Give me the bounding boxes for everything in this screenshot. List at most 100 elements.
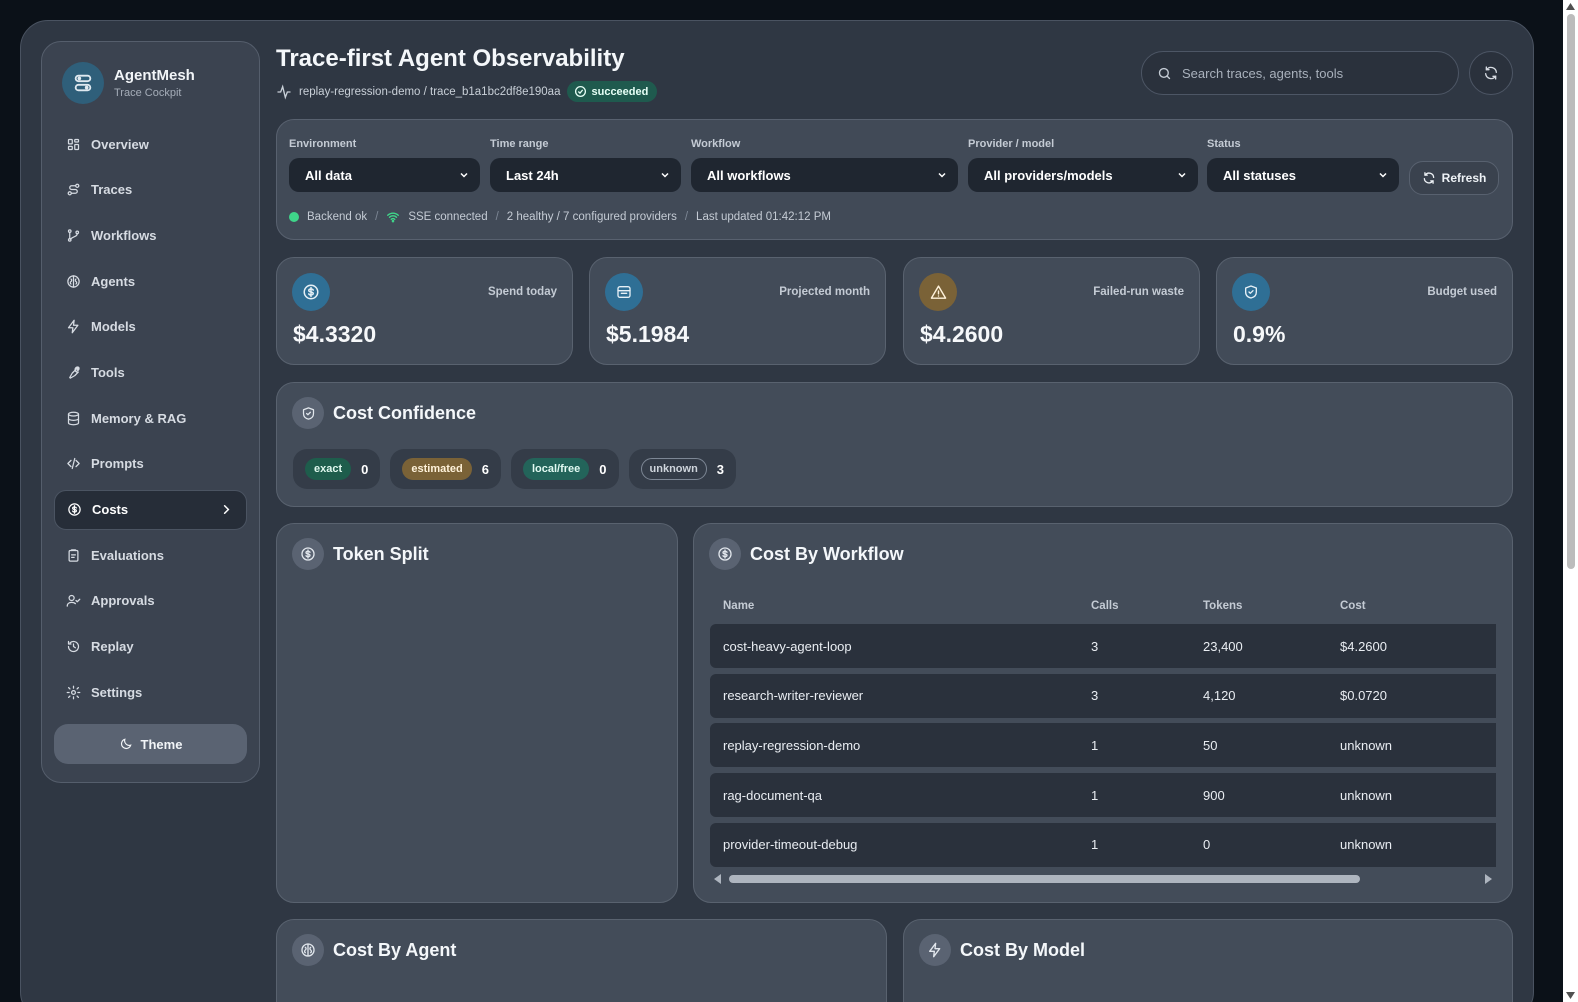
column-header[interactable]: Cost: [1340, 600, 1366, 612]
time-range-filter: Time range Last 24h: [490, 138, 681, 192]
separator: /: [684, 211, 689, 223]
stat-card-projected-month: Projected month $5.1984: [589, 257, 886, 365]
sidebar-item-label: Evaluations: [91, 547, 164, 563]
table-cell: 0: [1203, 837, 1211, 853]
sidebar: AgentMesh Trace Cockpit Overview Traces Wo…: [41, 41, 260, 783]
stat-label: Projected month: [779, 286, 870, 298]
brain-icon: [67, 274, 80, 288]
confidence-count: 6: [481, 461, 489, 477]
sidebar-item-agents[interactable]: Agents: [54, 261, 247, 301]
sidebar-item-evaluations[interactable]: Evaluations: [54, 535, 247, 575]
scroll-up-icon[interactable]: [1566, 2, 1575, 10]
provider-select[interactable]: All providers/models: [968, 158, 1198, 192]
cost-by-agent-panel: Cost By Agent: [276, 919, 887, 1002]
refresh-button-label: Refresh: [1441, 171, 1487, 185]
confidence-count: 3: [716, 461, 725, 477]
workflow-select[interactable]: All workflows: [691, 158, 958, 192]
trace-subline: replay-regression-demo / trace_b1a1bc2df…: [276, 81, 658, 102]
sidebar-item-tools[interactable]: Tools: [54, 352, 247, 392]
sidebar-item-replay[interactable]: Replay: [54, 627, 247, 667]
confidence-chip-estimated[interactable]: estimated 6: [390, 449, 501, 489]
theme-button[interactable]: Theme: [54, 724, 247, 765]
dollar-icon: [292, 273, 330, 311]
workflow-cost-table: Name Calls Tokens Cost cost-heavy-agent-…: [710, 588, 1496, 872]
brand-logo-icon: [62, 62, 104, 104]
scroll-right-icon[interactable]: [1484, 874, 1492, 884]
sidebar-item-label: Traces: [91, 182, 133, 198]
warning-icon: [919, 273, 957, 311]
table-row[interactable]: provider-timeout-debug 1 0 unknown: [710, 822, 1496, 867]
scrollbar-thumb[interactable]: [1567, 14, 1575, 569]
confidence-tag: unknown: [640, 458, 707, 480]
status-select[interactable]: All statuses: [1207, 158, 1399, 192]
sidebar-item-label: Models: [91, 319, 136, 335]
sidebar-item-label: Agents: [91, 273, 136, 289]
page-title: Trace-first Agent Observability: [276, 45, 625, 72]
status-badge-label: succeeded: [591, 85, 649, 98]
search-box[interactable]: [1141, 51, 1459, 95]
table-header: Name Calls Tokens Cost: [710, 588, 1496, 624]
sidebar-item-memory-rag[interactable]: Memory & RAG: [54, 398, 247, 438]
git-branch-icon: [67, 229, 80, 242]
sidebar-item-workflows[interactable]: Workflows: [54, 215, 247, 255]
confidence-chip-local-free[interactable]: local/free 0: [510, 449, 619, 489]
sidebar-item-label: Approvals: [91, 593, 155, 609]
page-vertical-scrollbar[interactable]: [1563, 0, 1578, 1002]
grid-icon: [67, 138, 80, 150]
status-badge: succeeded: [567, 81, 658, 102]
last-updated: Last updated 01:42:12 PM: [696, 211, 831, 223]
sidebar-item-approvals[interactable]: Approvals: [54, 581, 247, 621]
sidebar-item-traces[interactable]: Traces: [54, 170, 247, 210]
table-row[interactable]: cost-heavy-agent-loop 3 23,400 $4.2600: [710, 624, 1496, 668]
trace-path[interactable]: replay-regression-demo / trace_b1a1bc2df…: [299, 85, 561, 98]
stat-label: Failed-run waste: [1093, 286, 1184, 298]
time-range-label: Time range: [490, 138, 549, 150]
column-header[interactable]: Name: [723, 600, 755, 612]
column-header[interactable]: Calls: [1091, 600, 1119, 612]
brand-subtitle: Trace Cockpit: [114, 87, 182, 99]
sidebar-item-label: Memory & RAG: [91, 410, 187, 426]
environment-select[interactable]: All data: [289, 158, 480, 192]
sidebar-nav: Overview Traces Workflows Agents Models Tools…: [54, 124, 247, 712]
confidence-tag: exact: [305, 458, 352, 480]
sidebar-item-prompts[interactable]: Prompts: [54, 444, 247, 484]
provider-filter: Provider / model All providers/models: [968, 138, 1198, 192]
refresh-button[interactable]: Refresh: [1409, 161, 1499, 195]
refresh-icon-button[interactable]: [1469, 51, 1513, 95]
scroll-left-icon[interactable]: [714, 874, 722, 884]
confidence-chip-unknown[interactable]: unknown 3: [628, 449, 737, 489]
status-label: Status: [1207, 138, 1241, 150]
time-range-select[interactable]: Last 24h: [490, 158, 681, 192]
table-cell: $0.0720: [1340, 688, 1387, 704]
table-cell: unknown: [1340, 787, 1393, 803]
sidebar-item-models[interactable]: Models: [54, 307, 247, 347]
search-input[interactable]: [1182, 65, 1432, 81]
backend-status: Backend ok: [307, 211, 368, 223]
table-row[interactable]: rag-document-qa 1 900 unknown: [710, 773, 1496, 818]
sidebar-item-label: Replay: [91, 639, 134, 655]
sidebar-item-costs[interactable]: Costs: [54, 489, 247, 530]
status-filter: Status All statuses: [1207, 138, 1399, 192]
horizontal-scrollbar[interactable]: [710, 872, 1496, 884]
sidebar-item-label: Costs: [92, 502, 129, 517]
scrollbar-thumb[interactable]: [729, 875, 1360, 883]
stat-card-spend-today: Spend today $4.3320: [276, 257, 573, 365]
column-header[interactable]: Tokens: [1203, 600, 1243, 612]
confidence-tag: estimated: [402, 458, 472, 480]
brand: AgentMesh Trace Cockpit: [54, 62, 247, 104]
confidence-chip-exact[interactable]: exact 0: [293, 449, 381, 489]
sidebar-item-settings[interactable]: Settings: [54, 672, 247, 712]
scroll-down-icon[interactable]: [1566, 992, 1575, 1000]
table-row[interactable]: replay-regression-demo 1 50 unknown: [710, 723, 1496, 768]
confidence-count: 0: [361, 461, 369, 477]
sidebar-item-label: Tools: [91, 364, 125, 380]
panel-title: Cost By Agent: [333, 939, 457, 960]
table-cell: $4.2600: [1340, 638, 1387, 654]
wifi-icon: [387, 212, 400, 223]
dollar-icon: [292, 538, 324, 570]
sidebar-item-overview[interactable]: Overview: [54, 124, 247, 164]
status-value: All statuses: [1223, 167, 1296, 183]
stat-value: $4.2600: [920, 321, 1004, 347]
table-row[interactable]: research-writer-reviewer 3 4,120 $0.0720: [710, 673, 1496, 718]
table-cell: replay-regression-demo: [723, 737, 861, 753]
